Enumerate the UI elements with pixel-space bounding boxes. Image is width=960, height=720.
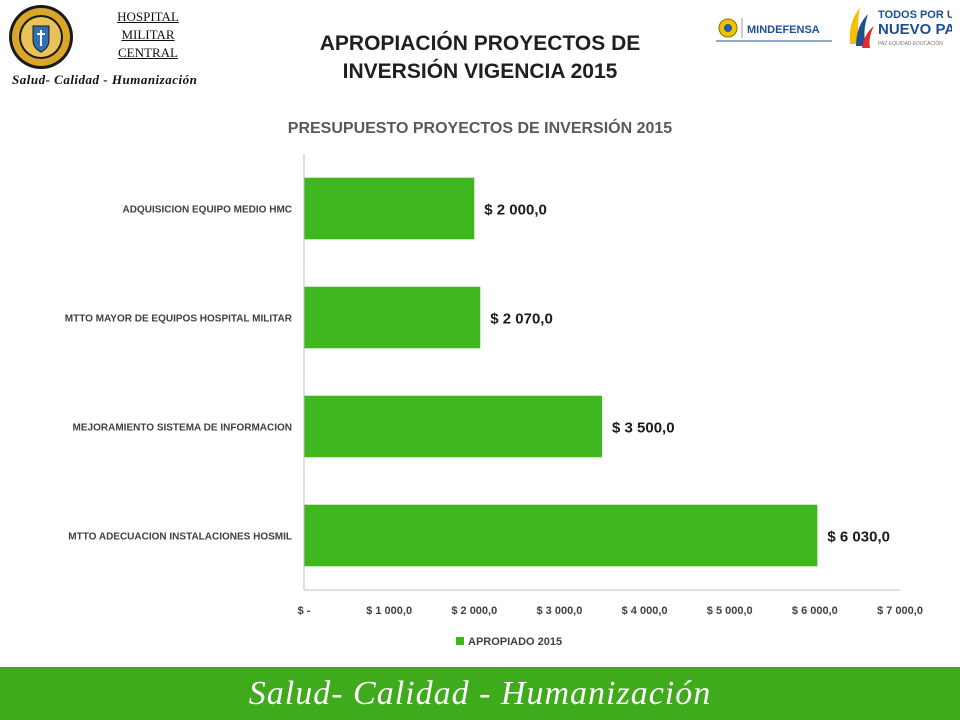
x-tick-label: $ - <box>298 605 311 617</box>
footer-bar: Salud- Calidad - Humanización <box>0 667 960 720</box>
x-tick-label: $ 4 000,0 <box>622 605 668 617</box>
x-tick-label: $ 3 000,0 <box>536 605 582 617</box>
legend-swatch <box>456 637 464 645</box>
category-label: MEJORAMIENTO SISTEMA DE INFORMACION <box>73 423 292 434</box>
x-tick-label: $ 5 000,0 <box>707 605 753 617</box>
x-tick-label: $ 1 000,0 <box>366 605 412 617</box>
todos-por-un-nuevo-pais-logo: TODOS POR UN NUEVO PAÍS PAZ EQUIDAD EDUC… <box>849 8 952 48</box>
category-label: MTTO MAYOR DE EQUIPOS HOSPITAL MILITAR <box>65 314 293 325</box>
hospital-seal-logo <box>9 5 73 69</box>
x-tick-label: $ 2 000,0 <box>451 605 497 617</box>
svg-text:NUEVO PAÍS: NUEVO PAÍS <box>878 21 952 38</box>
data-label: $ 3 500,0 <box>612 420 675 437</box>
chart-legend: APROPIADO 2015 <box>456 636 562 648</box>
svg-text:MINDEFENSA: MINDEFENSA <box>747 24 820 36</box>
bar-chart: PRESUPUESTO PROYECTOS DE INVERSIÓN 2015 … <box>65 118 923 648</box>
chart-title: PRESUPUESTO PROYECTOS DE INVERSIÓN 2015 <box>288 118 673 137</box>
bar-1 <box>304 177 475 240</box>
svg-text:TODOS POR UN: TODOS POR UN <box>878 9 952 21</box>
hospital-name: HOSPITAL MILITAR CENTRAL <box>117 9 179 60</box>
header-motto: Salud- Calidad - Humanización <box>12 72 198 87</box>
bar-4 <box>304 504 818 567</box>
mindefensa-logo: MINDEFENSA <box>716 18 832 42</box>
data-label: $ 2 000,0 <box>484 202 547 219</box>
slide-title: APROPIACIÓN PROYECTOS DE INVERSIÓN VIGEN… <box>319 32 641 83</box>
x-tick-label: $ 7 000,0 <box>877 605 923 617</box>
svg-text:PAZ EQUIDAD EDUCACIÓN: PAZ EQUIDAD EDUCACIÓN <box>878 40 943 47</box>
category-label: MTTO ADECUACION INSTALACIONES HOSMIL <box>68 532 292 543</box>
legend-label: APROPIADO 2015 <box>468 636 562 648</box>
data-label: $ 6 030,0 <box>827 529 890 546</box>
bar-2 <box>304 286 481 349</box>
footer-motto: Salud- Calidad - Humanización <box>248 675 712 712</box>
bar-3 <box>304 395 602 458</box>
category-label: ADQUISICION EQUIPO MEDIO HMC <box>123 205 292 216</box>
data-label: $ 2 070,0 <box>490 311 553 328</box>
x-tick-label: $ 6 000,0 <box>792 605 838 617</box>
